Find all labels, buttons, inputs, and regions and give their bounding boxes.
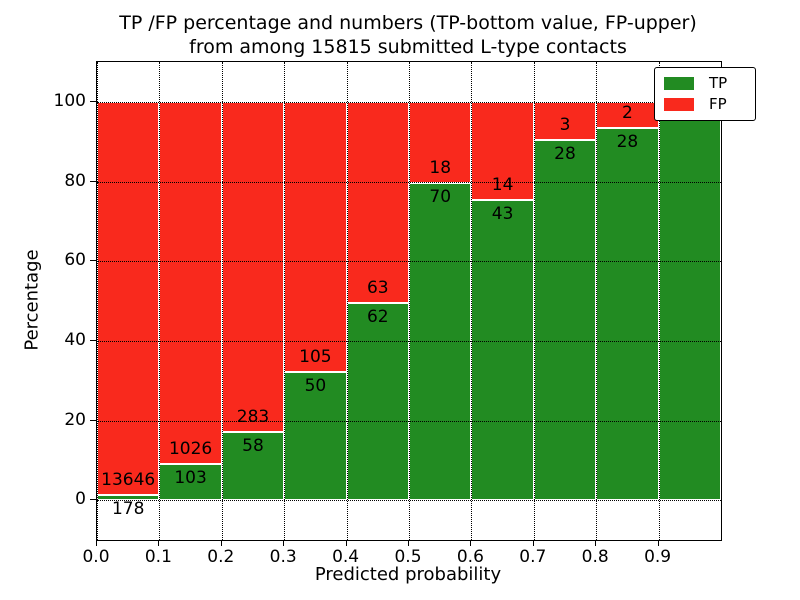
x-tick-mark [158,540,160,546]
fp-count-label: 283 [236,407,270,428]
y-tick-mark [90,260,96,262]
fp-count-label: 14 [491,174,514,195]
y-tick-mark [90,339,96,341]
fp-bar-segment [221,101,285,433]
x-tick-mark [657,540,659,546]
tp-count-label: 28 [554,144,576,165]
x-tick-mark [408,540,409,546]
fp-bar-segment [596,101,659,129]
v-gridline [97,62,98,540]
v-gridline [596,62,598,540]
v-gridline [159,62,161,540]
tp-count-label: 43 [491,203,514,224]
v-gridline [409,62,410,540]
x-tick-mark [345,540,347,546]
legend-entry: TP [664,73,746,94]
v-gridline [346,62,348,540]
fp-bar-segment [97,101,160,496]
fp-count-label: 13646 [101,470,156,491]
fp-count-label: 1026 [168,438,213,459]
x-tick-label: 0.5 [394,547,422,567]
y-tick-label: 20 [64,409,86,430]
tp-bar-segment [221,432,285,501]
tp-count-label: 62 [366,306,389,327]
chart-title: TP /FP percentage and numbers (TP-bottom… [96,11,720,59]
tp-bar-segment [346,302,409,501]
tp-count-label: 178 [111,499,145,520]
tp-bar-segment [471,199,534,501]
y-tick-label: 40 [64,329,86,350]
y-tick-mark [90,499,96,501]
tp-bar-segment [596,128,659,501]
legend-label: FP [709,95,727,113]
y-tick-label: 0 [75,489,86,510]
fp-count-label: 2 [621,103,633,124]
x-tick-label: 0.8 [581,547,609,567]
legend-label: TP [709,74,728,92]
tp-bar-segment [533,140,597,501]
tp-count-label: 70 [429,187,452,208]
x-tick-mark [470,540,472,546]
y-tick-label: 60 [64,250,86,271]
legend-swatch [664,98,694,111]
v-gridline [533,62,535,540]
chart-title-line-2: from among 15815 submitted L-type contac… [189,36,627,58]
v-gridline [221,62,223,540]
x-tick-label: 0.2 [207,547,235,567]
x-tick-label: 0.9 [644,547,672,567]
legend-swatch [664,77,694,90]
fp-bar-segment [159,101,222,464]
v-gridline [658,62,660,540]
x-tick-label: 0.7 [519,547,547,567]
tp-count-label: 58 [242,436,264,457]
x-tick-mark [283,540,285,546]
fp-count-label: 18 [429,158,452,179]
x-tick-label: 0.4 [332,547,360,567]
x-tick-mark [96,540,97,546]
legend: TP FP [654,67,756,121]
fp-count-label: 63 [366,277,389,298]
tp-bar-segment [159,463,222,501]
fp-count-label: 105 [299,346,332,367]
x-tick-label: 0.1 [144,547,172,567]
fp-bar-segment [346,101,409,303]
x-axis-label: Predicted probability [314,564,502,585]
x-tick-label: 0.6 [456,547,484,567]
plot-area: 13646 178 1026 103 283 58 105 50 63 62 18 70 14 43 3 28… [96,61,722,541]
chart-title-line-1: TP /FP percentage and numbers (TP-bottom… [119,12,697,34]
tp-count-label: 28 [616,132,639,153]
y-tick-label: 100 [53,90,86,111]
x-tick-label: 0.3 [269,547,297,567]
fp-count-label: 3 [559,115,571,136]
tp-count-label: 103 [174,467,207,488]
tp-count-label: 50 [304,375,327,396]
y-tick-label: 80 [64,170,86,191]
tp-bar-segment [658,101,721,501]
y-tick-mark [90,180,96,182]
x-tick-mark [220,540,222,546]
x-tick-label: 0.0 [82,547,110,567]
v-gridline [284,62,286,540]
v-gridline [471,62,473,540]
fp-bar-segment [284,101,347,372]
y-tick-mark [90,100,96,102]
x-tick-mark [532,540,534,546]
y-tick-mark [90,419,96,421]
legend-entry: FP [664,94,746,115]
x-tick-mark [595,540,597,546]
